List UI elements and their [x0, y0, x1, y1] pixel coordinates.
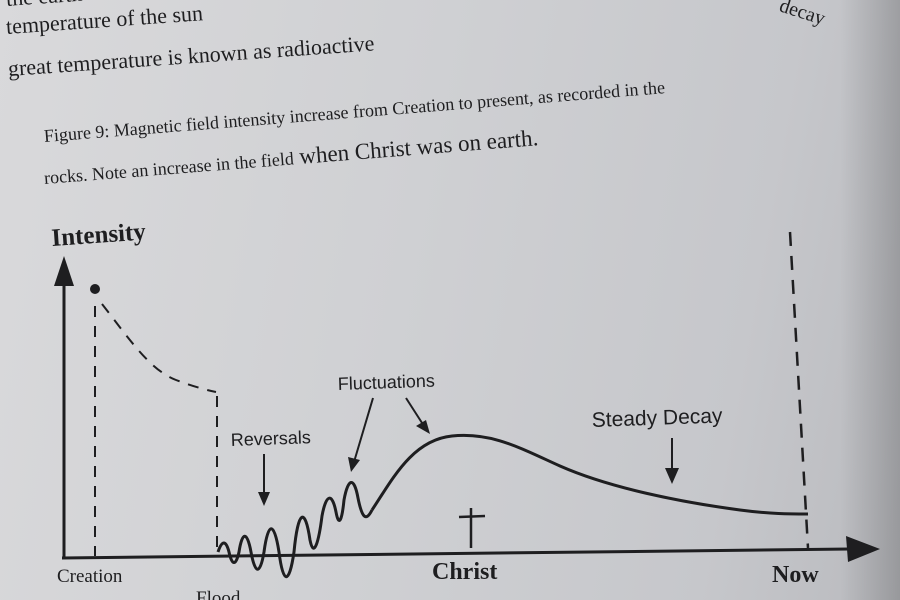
steady-decay-label: Steady Decay [591, 404, 723, 432]
x-label-flood: Flood [196, 588, 241, 600]
page-shadow [840, 0, 900, 600]
reversals-label: Reversals [230, 427, 311, 450]
fluctuations-arrow-right [405, 397, 430, 434]
y-axis-label: Intensity [51, 218, 148, 252]
pre-flood-decay-curve [101, 303, 217, 393]
fluctuations-arrow-left [348, 397, 374, 472]
x-label-now: Now [772, 562, 819, 588]
creation-point [90, 284, 100, 294]
y-axis-arrowhead [54, 256, 74, 286]
fluctuations-label: Fluctuations [337, 371, 435, 394]
now-dashed-line [788, 231, 810, 549]
reversals-oscillation [216, 481, 374, 579]
x-axis [61, 547, 851, 560]
x-label-christ: Christ [432, 559, 497, 585]
steady-decay-arrow [665, 438, 679, 484]
field-intensity-curve [370, 433, 809, 516]
x-label-creation: Creation [57, 566, 123, 587]
x-axis-arrowhead [846, 536, 880, 562]
reversals-arrow [258, 454, 270, 506]
cross-icon [458, 508, 486, 548]
